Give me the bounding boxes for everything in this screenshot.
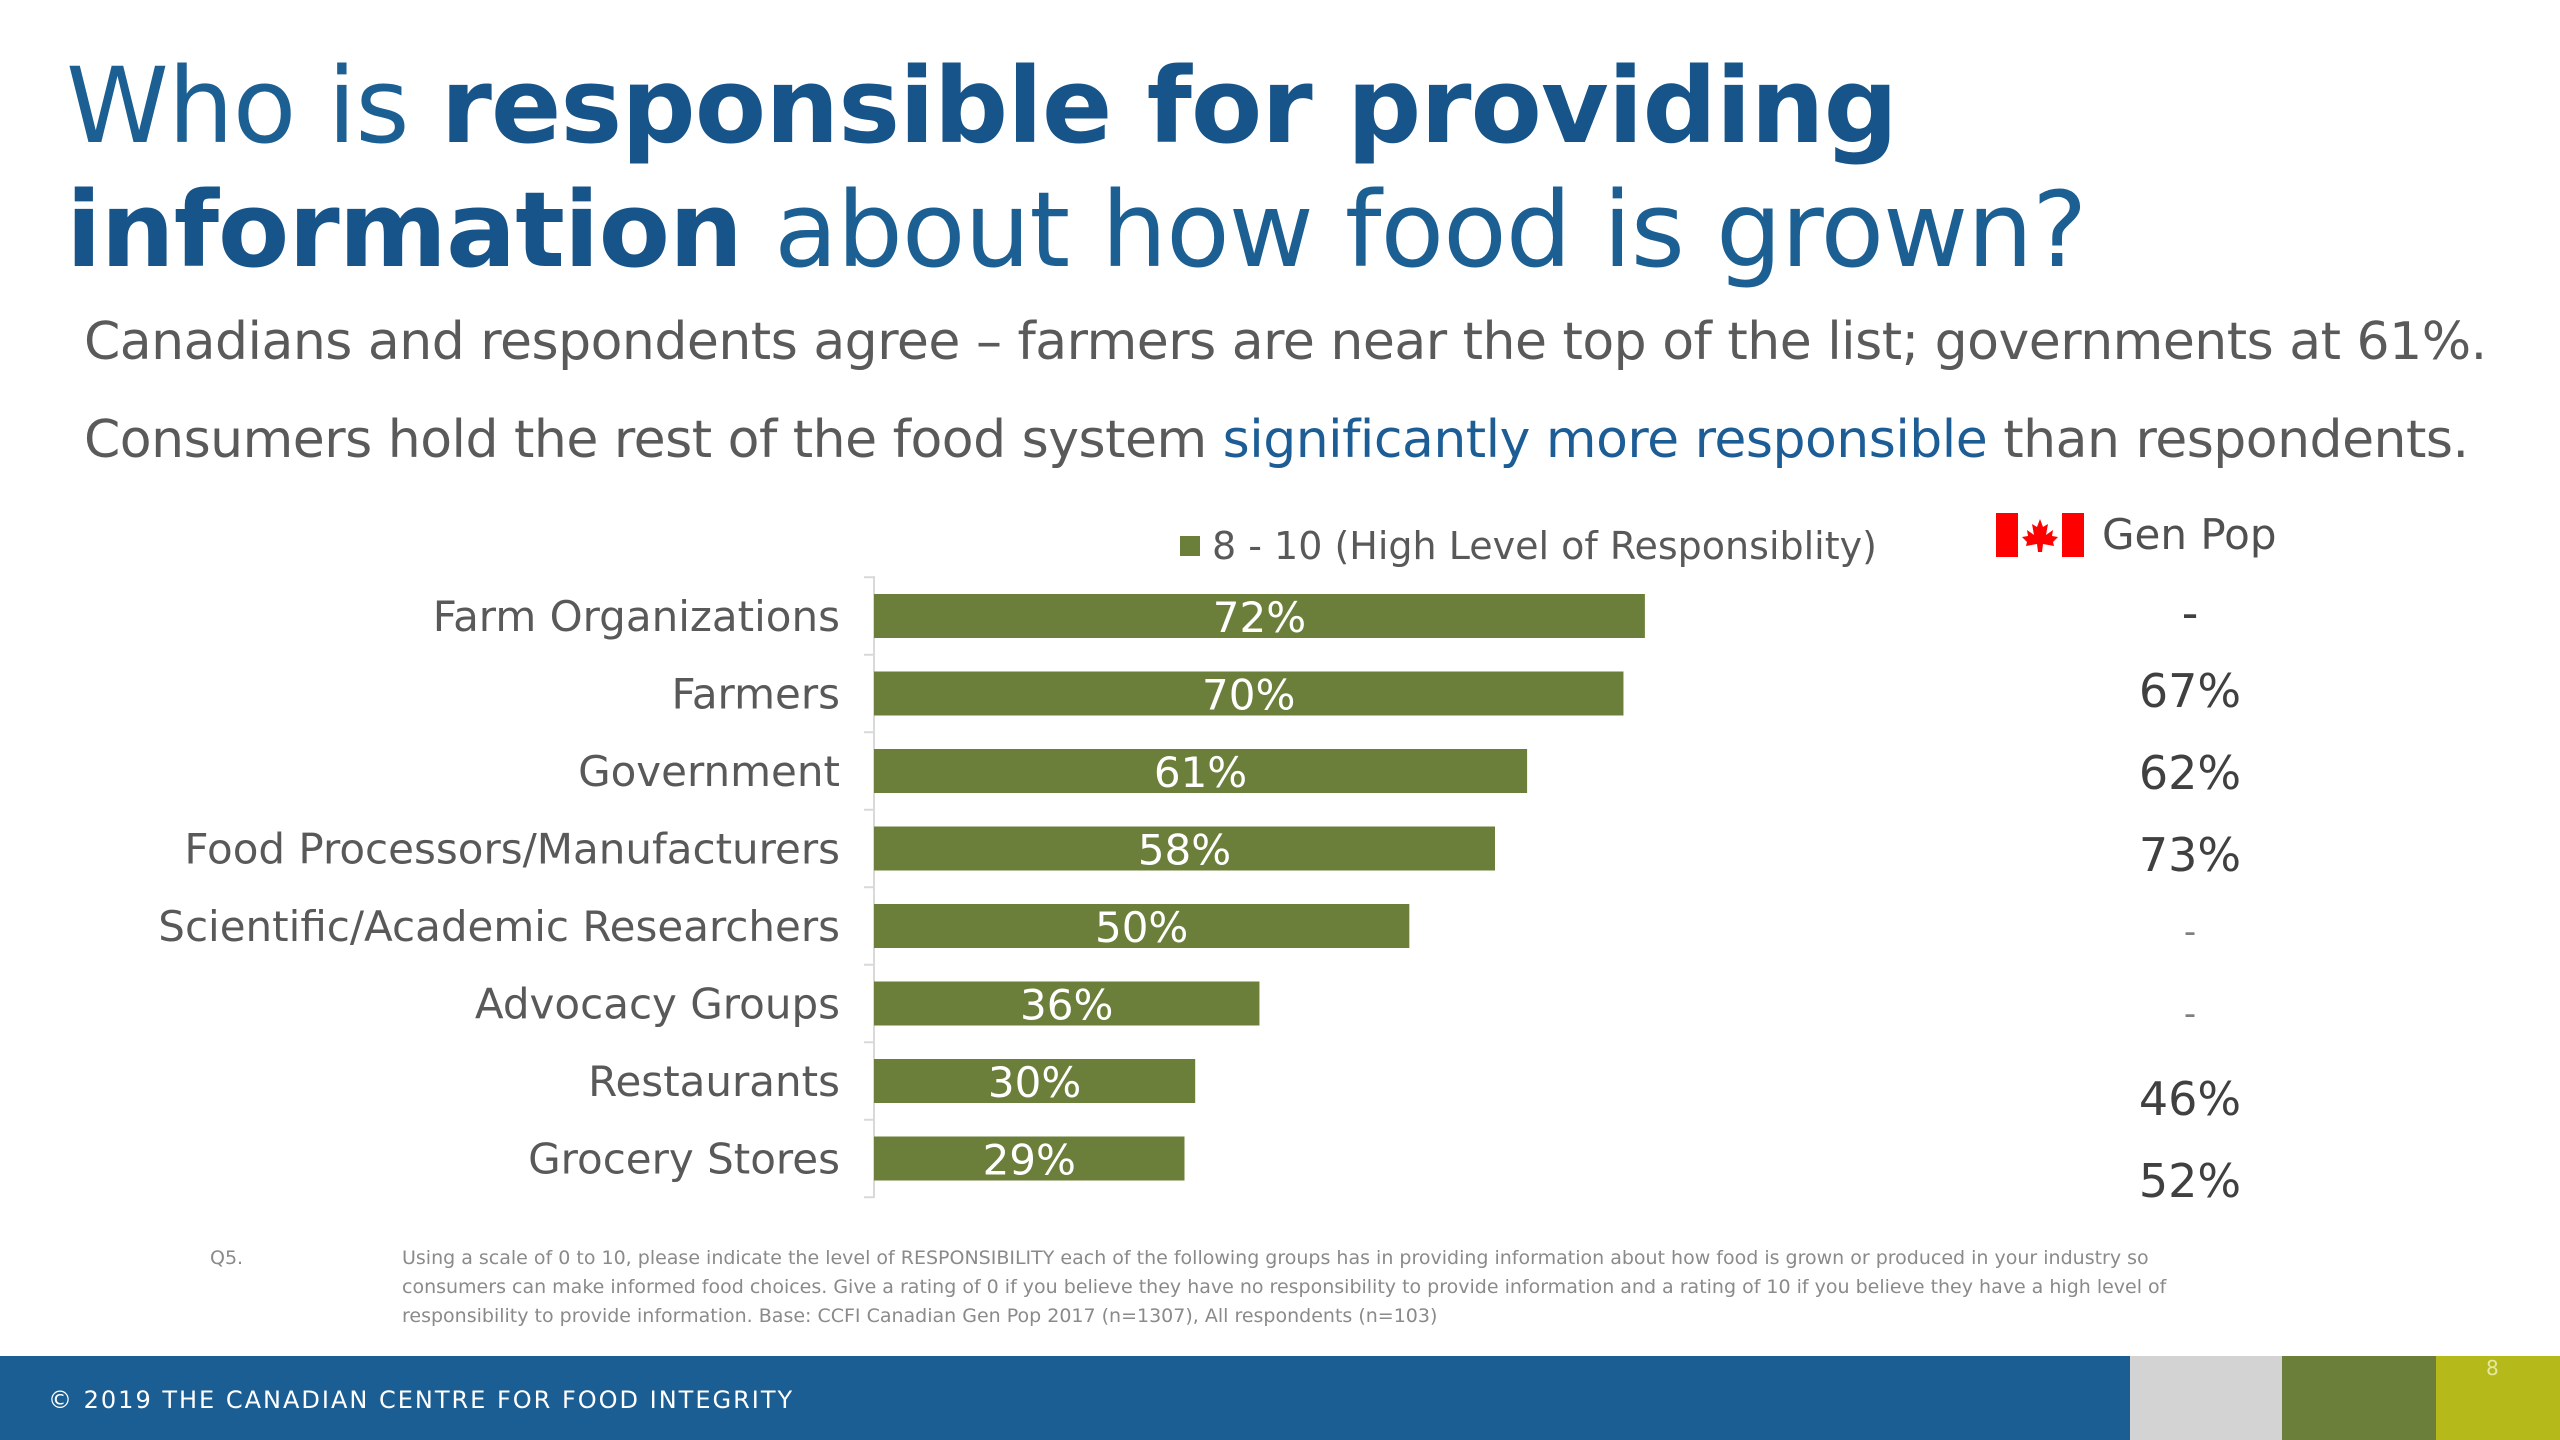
question-number: Q5. (210, 1247, 244, 1269)
genpop-value: - (2183, 912, 2197, 952)
category-label: Farm Organizations (433, 592, 840, 641)
bar-value-label: 70% (1202, 671, 1295, 720)
bar (874, 904, 1410, 948)
bar (874, 594, 1645, 638)
subtitle-2-accent: significantly more responsible (1222, 410, 1988, 470)
subtitle-line-1: Canadians and respondents agree – farmer… (84, 312, 2487, 372)
bar-value-label: 50% (1095, 903, 1188, 952)
genpop-value: 46% (2138, 1072, 2242, 1126)
title-emphasis: responsible for providing information (66, 45, 1898, 291)
category-label: Restaurants (588, 1057, 840, 1106)
canada-flag-icon (1996, 512, 2084, 557)
footer-strip-gray (2130, 1356, 2282, 1440)
bar-value-label: 72% (1213, 593, 1306, 642)
genpop-value: - (2183, 994, 2197, 1034)
subtitle-line-2: Consumers hold the rest of the food syst… (84, 410, 2469, 470)
bar-chart: Farm Organizations 72% Farmers 70% Governmen… (158, 576, 1645, 1199)
legend-label: 8 - 10 (High Level of Responsiblity) (1212, 524, 1877, 568)
bar (874, 826, 1495, 871)
genpop-value: 52% (2138, 1154, 2242, 1208)
question-note: Using a scale of 0 to 10, please indicat… (402, 1247, 2167, 1327)
bar (874, 1136, 1185, 1181)
footer-copyright: © 2019 THE CANADIAN CENTRE FOR FOOD INTE… (48, 1386, 795, 1414)
category-label: Scientific/Academic Researchers (158, 902, 840, 951)
genpop-value: 62% (2138, 746, 2242, 800)
genpop-label: Gen Pop (2102, 510, 2277, 559)
footer-strip-green (2282, 1356, 2436, 1440)
genpop-header: Gen Pop (1996, 510, 2277, 559)
bar (874, 1059, 1196, 1103)
genpop-value: - (2181, 586, 2199, 640)
bar-value-label: 30% (988, 1058, 1081, 1107)
footer-bar (0, 1356, 2130, 1440)
category-label: Food Processors/Manufacturers (184, 825, 840, 874)
bar (874, 981, 1260, 1026)
category-label: Advocacy Groups (475, 980, 840, 1029)
genpop-value: 73% (2138, 828, 2242, 882)
bar-value-label: 58% (1138, 826, 1231, 875)
legend-swatch (1180, 536, 1200, 556)
subtitle-2-end: than respondents. (1987, 410, 2469, 470)
footer-strip-yellow (2436, 1356, 2560, 1440)
page-number: 8 (2486, 1356, 2499, 1380)
genpop-value: 67% (2138, 664, 2242, 718)
category-label: Grocery Stores (528, 1135, 840, 1184)
category-label: Government (578, 747, 840, 796)
bar (874, 749, 1528, 793)
category-label: Farmers (672, 670, 840, 719)
chart-legend: 8 - 10 (High Level of Responsiblity) (1180, 524, 1877, 568)
bar-value-label: 61% (1154, 748, 1247, 797)
title-start: Who is (66, 45, 441, 167)
bar-value-label: 36% (1020, 981, 1113, 1030)
slide-title: Who is responsible for providing informa… (66, 44, 2506, 292)
subtitle-2-start: Consumers hold the rest of the food syst… (84, 410, 1223, 470)
title-end: about how food is grown? (742, 169, 2087, 291)
bar-value-label: 29% (983, 1136, 1076, 1185)
bar (874, 671, 1624, 716)
